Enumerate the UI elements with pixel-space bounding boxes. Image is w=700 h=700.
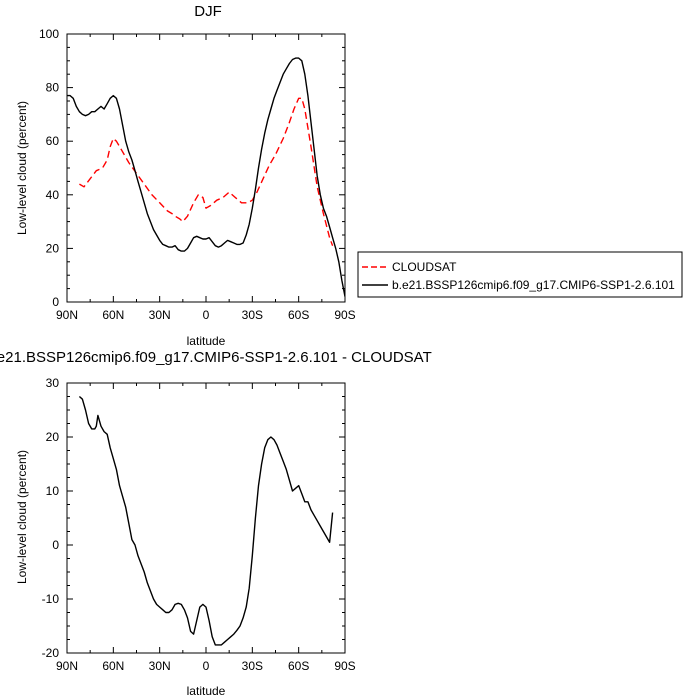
plot-frame xyxy=(66,382,346,654)
chart-bottom-ylabel: Low-level cloud (percent) xyxy=(15,450,29,584)
y-tick-label: 0 xyxy=(52,295,59,309)
x-tick-label: 90N xyxy=(56,308,78,322)
series-line-cloudsat xyxy=(79,97,334,246)
series-line-difference xyxy=(78,395,334,646)
x-tick-label: 0 xyxy=(203,659,210,673)
chart-top: DJF 90N 60N 30N 0 30S 60S 90S 0 20 40 60 80 100 lati… xyxy=(15,3,683,348)
y-tick-label: 40 xyxy=(46,188,60,202)
x-tick-label: 60S xyxy=(288,659,309,673)
x-tick-label: 30S xyxy=(242,308,263,322)
y-tick-label: 0 xyxy=(52,538,59,552)
y-tick-label: 60 xyxy=(46,134,60,148)
x-tick-label: 30S xyxy=(242,659,263,673)
chart-bottom-title: b.e21.BSSP126cmip6.f09_g17.CMIP6-SSP1-2.… xyxy=(0,349,432,366)
y-tick-label: -20 xyxy=(42,646,60,660)
chart-bottom-plot-area: 90N 60N 30N 0 30S 60S 90S -20 -10 0 10 20 30 xyxy=(42,376,356,673)
x-tick-label: 30N xyxy=(149,659,171,673)
y-tick-label: 20 xyxy=(46,241,60,255)
legend-box xyxy=(357,251,683,298)
x-tick-label: 90S xyxy=(334,308,355,322)
y-tick-label: 30 xyxy=(46,376,60,390)
chart-top-xlabel: latitude xyxy=(187,334,226,348)
legend-label-model: b.e21.BSSP126cmip6.f09_g17.CMIP6-SSP1-2.… xyxy=(392,278,675,292)
chart-bottom-xlabel: latitude xyxy=(187,684,226,698)
chart-top-title: DJF xyxy=(194,3,222,20)
legend-label-cloudsat: CLOUDSAT xyxy=(392,260,457,274)
y-tick-label: 100 xyxy=(39,27,59,41)
chart-top-plot-area: 90N 60N 30N 0 30S 60S 90S 0 20 40 60 80 100 xyxy=(39,27,356,322)
y-tick-label: 20 xyxy=(46,430,60,444)
x-tick-label: 60N xyxy=(102,308,124,322)
x-tick-label: 60N xyxy=(102,659,124,673)
chart-top-ylabel: Low-level cloud (percent) xyxy=(15,101,29,235)
x-tick-label: 60S xyxy=(288,308,309,322)
y-tick-label: -10 xyxy=(42,592,60,606)
x-tick-label: 90N xyxy=(56,659,78,673)
x-tick-label: 30N xyxy=(149,308,171,322)
chart-bottom: b.e21.BSSP126cmip6.f09_g17.CMIP6-SSP1-2.… xyxy=(0,349,432,698)
x-tick-label: 0 xyxy=(203,308,210,322)
plot-frame xyxy=(66,33,346,303)
series-line-model xyxy=(67,57,345,297)
y-tick-label: 10 xyxy=(46,484,60,498)
x-tick-label: 90S xyxy=(334,659,355,673)
y-tick-label: 80 xyxy=(46,81,60,95)
chart-top-legend: CLOUDSAT b.e21.BSSP126cmip6.f09_g17.CMIP… xyxy=(357,251,683,298)
